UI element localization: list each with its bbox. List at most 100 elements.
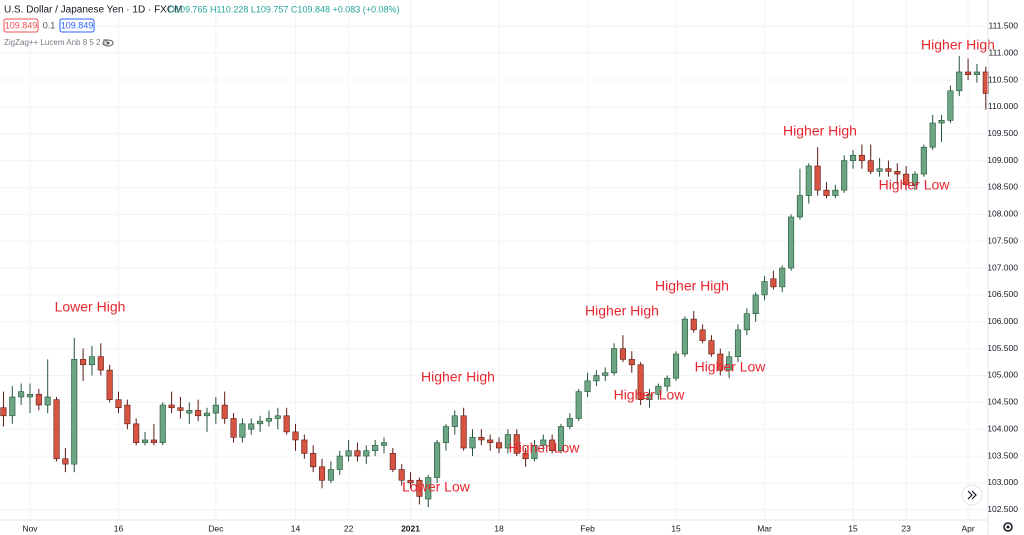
candle-body [434, 442, 441, 478]
candle-body [168, 404, 175, 409]
candle-body [35, 393, 42, 406]
candle-body [478, 436, 485, 441]
candle-body [310, 453, 317, 468]
candle-body [292, 431, 299, 441]
candle-body [177, 407, 184, 411]
candle-body [327, 469, 334, 481]
candle-body [398, 469, 405, 481]
candle-body [106, 369, 113, 400]
annotation: Higher Low [509, 440, 581, 456]
candle-body [203, 412, 211, 417]
candle-body [239, 423, 246, 438]
candle-body [248, 423, 255, 430]
candle-body [690, 318, 697, 331]
annotation: Lower Low [402, 479, 471, 495]
candle-body [469, 436, 476, 449]
candle-body [0, 407, 7, 417]
candle-body [345, 450, 352, 457]
y-tick-label: 110.500 [988, 74, 1018, 84]
candle-body [743, 313, 750, 331]
y-tick-label: 102.500 [987, 504, 1018, 514]
candle-body [88, 356, 95, 366]
candle-body [823, 189, 830, 196]
candles [0, 55, 989, 508]
candle-body [929, 122, 936, 148]
candle-body [911, 173, 919, 186]
candle-body [504, 434, 511, 449]
candle-body [681, 318, 688, 355]
candle-body [814, 165, 821, 191]
candle-body [460, 415, 467, 449]
annotation: Higher High [655, 278, 729, 294]
y-tick-label: 105.000 [987, 370, 1018, 380]
candle-body [726, 356, 733, 371]
annotation: Higher High [921, 37, 995, 53]
x-tick-label: Apr [961, 523, 974, 533]
candle-body [938, 120, 945, 124]
candle-body [672, 353, 680, 379]
candle-body [363, 450, 370, 457]
y-tick-label: 103.000 [987, 477, 1018, 487]
candle-body [867, 160, 874, 172]
candle-body [212, 404, 219, 414]
x-tick-label: 15 [671, 523, 681, 533]
candle-body [142, 439, 149, 443]
candle-body [372, 445, 379, 452]
candle-body [885, 168, 892, 172]
x-tick-label: Nov [22, 523, 38, 533]
candle-body [593, 375, 600, 382]
candle-body [133, 423, 140, 443]
y-tick-label: 109.000 [987, 155, 1018, 165]
candle-body [982, 71, 989, 94]
candle-body [557, 426, 565, 452]
ask-price: 109.849 [61, 20, 94, 30]
annotation: Higher High [585, 303, 659, 319]
y-tick-label: 107.500 [987, 235, 1018, 245]
candle-body [708, 340, 715, 355]
candle-body [44, 396, 51, 406]
y-tick-label: 106.000 [987, 316, 1018, 326]
annotation: Lower High [55, 299, 126, 315]
chart-title: U.S. Dollar / Japanese Yen · 1D · FXCM [4, 5, 182, 16]
annotation: Higher High [421, 369, 495, 385]
candle-body [26, 393, 34, 398]
scroll-to-end-button[interactable] [961, 484, 983, 506]
candle-body [221, 404, 228, 419]
y-tick-label: 111.500 [989, 21, 1019, 31]
candle-body [770, 278, 777, 288]
candle-body [894, 171, 901, 175]
ask-box[interactable] [59, 18, 95, 33]
candle-body [18, 391, 25, 398]
candle-body [664, 377, 671, 387]
candle-body [699, 329, 706, 341]
candle-body [575, 391, 582, 419]
candle-body [903, 173, 910, 186]
candle-body [965, 71, 972, 75]
candle-body [150, 439, 157, 443]
candle-body [752, 294, 759, 315]
candle-body [805, 165, 812, 196]
visibility-toggle[interactable] [102, 39, 114, 47]
candle-body [779, 267, 786, 288]
indicator-label: ZigZag++ Lucem Anb 8 5 2 2 [4, 38, 108, 47]
y-tick-label: 107.000 [987, 262, 1018, 272]
settings-button[interactable] [1003, 522, 1013, 532]
candle-body [637, 364, 644, 400]
candle-body [380, 442, 388, 446]
x-tick-label: 16 [114, 523, 124, 533]
candle-body [407, 479, 414, 484]
candle-body [496, 442, 503, 449]
candle-body [549, 439, 556, 452]
x-tick-label: 15 [848, 523, 858, 533]
candle-body [283, 415, 290, 433]
candle-body [71, 359, 78, 465]
bid-price: 109.849 [5, 20, 38, 30]
candle-body [956, 71, 963, 92]
y-tick-label: 108.500 [987, 182, 1018, 192]
candle-body [416, 479, 423, 497]
annotation: Higher Low [614, 387, 686, 403]
x-tick-label: 22 [344, 523, 354, 533]
candle-body [115, 399, 122, 409]
bid-box[interactable] [3, 18, 39, 33]
candle-body [513, 434, 520, 454]
